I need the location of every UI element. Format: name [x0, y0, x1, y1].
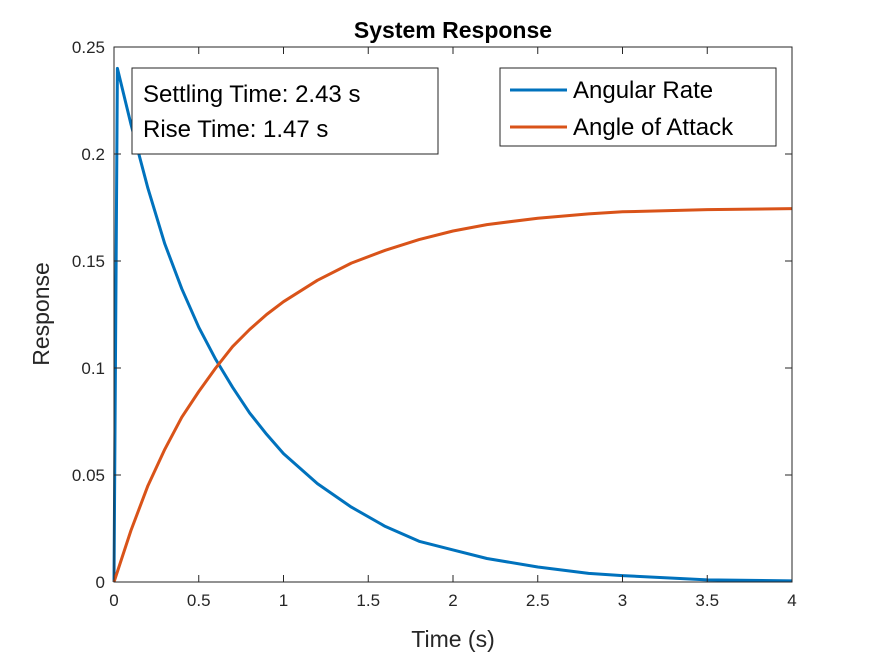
x-tick-label: 0.5	[187, 591, 211, 610]
chart-title: System Response	[354, 17, 552, 43]
annotation-frame	[131, 67, 439, 155]
series-line-angular-rate	[112, 66, 793, 583]
series-layer	[112, 66, 793, 583]
legend-frame	[499, 67, 777, 147]
x-tick-label: 2	[448, 591, 457, 610]
series-line-angle-of-attack	[112, 207, 793, 583]
annotation-settling-time: Settling Time: 2.43 s	[143, 81, 360, 108]
y-tick-label: 0.25	[72, 38, 105, 57]
x-tick-label: 2.5	[526, 591, 550, 610]
y-tick-label: 0.2	[81, 145, 105, 164]
x-tick-label: 3.5	[695, 591, 719, 610]
annotation-rise-time: Rise Time: 1.47 s	[143, 116, 328, 143]
x-tick-label: 3	[618, 591, 627, 610]
y-axis-label: Response	[28, 262, 54, 366]
y-tick-label: 0	[96, 573, 105, 592]
ticks-layer: 0 0.5 1 1.5 2 2.5 3 3.5 4 0 0.05 0.1 0.15 0.2 0.25	[72, 38, 797, 610]
y-tick-label: 0.15	[72, 252, 105, 271]
x-tick-label: 1.5	[356, 591, 380, 610]
y-tick-label: 0.05	[72, 466, 105, 485]
legend-label-angle-of-attack: Angle of Attack	[573, 114, 734, 141]
annotation-box: Settling Time: 2.43 s Rise Time: 1.47 s	[131, 67, 439, 155]
x-tick-label: 1	[279, 591, 288, 610]
x-tick-label: 4	[787, 591, 796, 610]
y-tick-label: 0.1	[81, 359, 105, 378]
x-axis-label: Time (s)	[411, 626, 494, 652]
legend: Angular Rate Angle of Attack	[499, 67, 777, 147]
legend-label-angular-rate: Angular Rate	[573, 77, 713, 104]
x-tick-label: 0	[109, 591, 118, 610]
